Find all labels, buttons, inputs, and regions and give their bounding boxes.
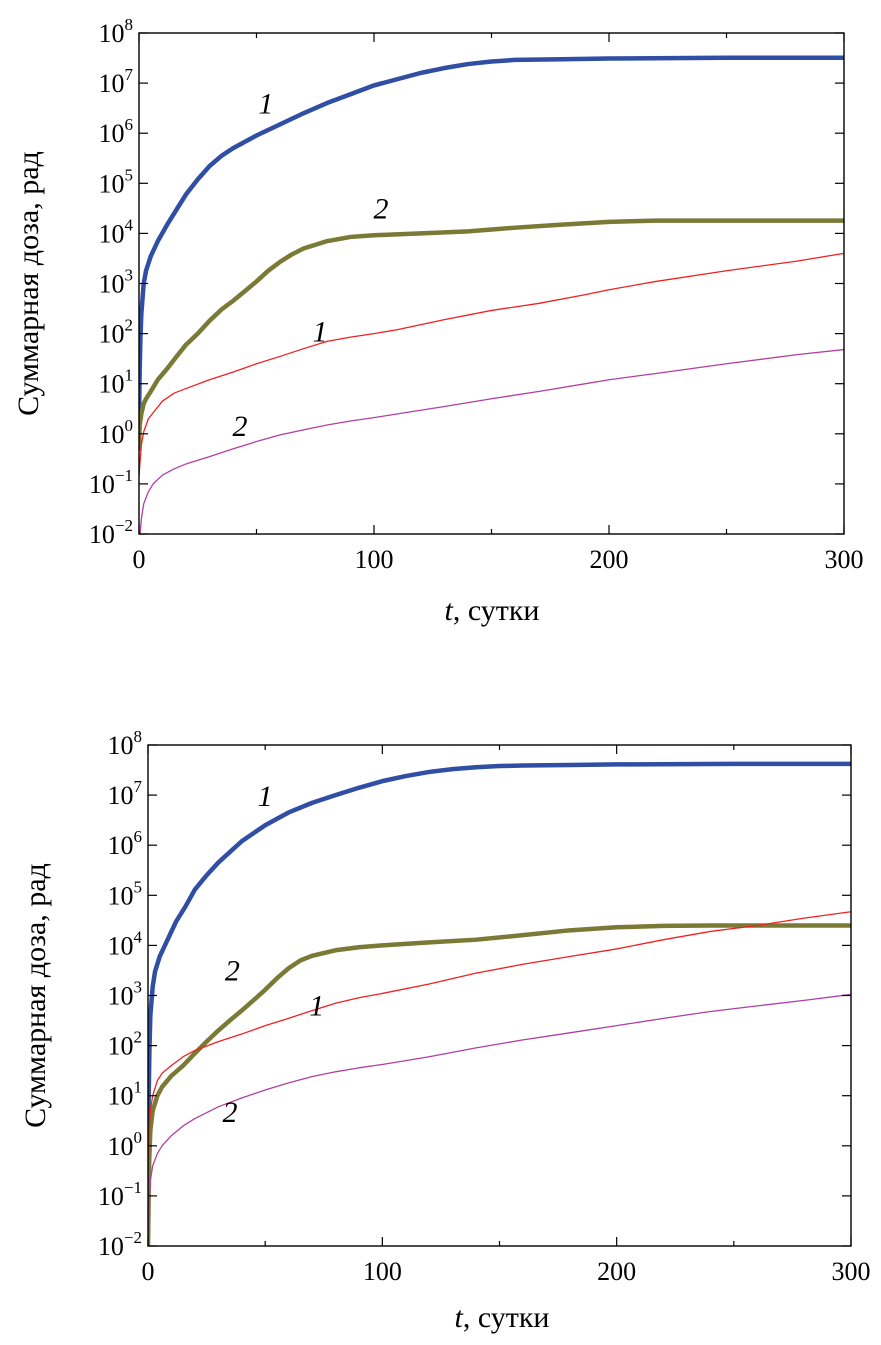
y-axis-title: Суммарная доза, рад — [12, 151, 45, 416]
series-line-3 — [139, 252, 844, 476]
y-tick-label: 105 — [99, 165, 134, 198]
chart-1: 1 2 1 2 0 100 200 300 10−2 10−1 100 101 102 103 104 105… — [12, 15, 864, 627]
x-tick-label: 0 — [142, 1257, 155, 1286]
y-tick-label: 102 — [99, 316, 134, 349]
x-tick-label: 100 — [363, 1257, 402, 1286]
x-tick-label: 300 — [825, 545, 864, 574]
y-tick-label: 101 — [108, 1078, 143, 1111]
y-tick-label: 103 — [108, 978, 143, 1011]
y-tick-label: 101 — [99, 366, 134, 399]
series-line-4 — [148, 993, 851, 1232]
series-line-4 — [139, 348, 844, 534]
series-label-3: 1 — [309, 989, 324, 1022]
x-axis-title: t, сутки — [444, 594, 539, 627]
x-tick-label: 200 — [590, 545, 629, 574]
series-label-4: 2 — [233, 410, 248, 443]
series-label-4: 2 — [223, 1096, 238, 1129]
plot-frame — [147, 744, 852, 1247]
series-line-2 — [148, 923, 851, 1246]
chart-2: 1 2 1 2 0 100 200 300 10−2 10−1 100 101 102 103 104 105… — [19, 727, 871, 1334]
y-tick-label: 10−1 — [89, 466, 133, 499]
y-tick-label: 104 — [99, 215, 134, 248]
x-tick-label: 100 — [355, 545, 394, 574]
series-line-1 — [139, 55, 844, 421]
y-tick-label: 10−2 — [89, 516, 133, 549]
series-label-2: 2 — [225, 954, 240, 987]
y-tick-label: 102 — [108, 1028, 143, 1061]
series-label-1: 1 — [258, 87, 273, 120]
y-tick-label: 10−1 — [98, 1178, 142, 1211]
x-tick-label: 300 — [832, 1257, 871, 1286]
y-tick-label: 106 — [99, 115, 134, 148]
y-tick-label: 106 — [108, 827, 143, 860]
x-tick-label: 0 — [133, 545, 146, 574]
y-tick-label: 100 — [108, 1128, 143, 1161]
series-label-2: 2 — [374, 192, 389, 225]
series-line-2 — [139, 218, 844, 452]
y-tick-label: 104 — [108, 927, 143, 960]
y-tick-label: 10−2 — [98, 1228, 142, 1261]
y-tick-label: 100 — [99, 416, 134, 449]
y-tick-label: 108 — [108, 727, 143, 760]
series-line-3 — [148, 911, 851, 1162]
y-tick-label: 108 — [99, 15, 134, 48]
y-tick-label: 103 — [99, 266, 134, 299]
series-label-1: 1 — [258, 780, 273, 813]
series-line-1 — [148, 761, 851, 1149]
y-axis-title: Суммарная доза, рад — [19, 863, 52, 1128]
y-tick-label: 105 — [108, 877, 143, 910]
y-tick-label: 107 — [99, 65, 134, 98]
y-tick-label: 107 — [108, 777, 143, 810]
x-tick-label: 200 — [597, 1257, 636, 1286]
series-label-3: 1 — [312, 315, 327, 348]
plot-frame — [138, 32, 845, 535]
x-axis-title: t, сутки — [454, 1301, 549, 1334]
